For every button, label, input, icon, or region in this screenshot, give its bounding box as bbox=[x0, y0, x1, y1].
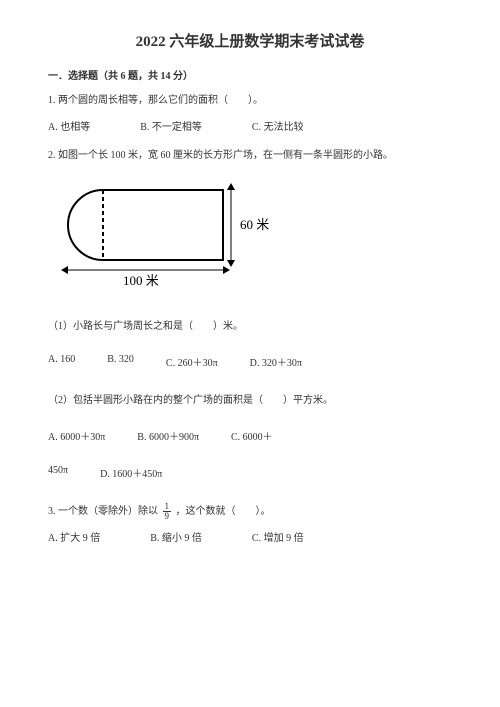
q2s2-d: D. 1600＋450π bbox=[100, 465, 162, 480]
q1-opt-c: C. 无法比较 bbox=[252, 118, 304, 133]
q2-text: 2. 如图一个长 100 米，宽 60 厘米的长方形广场，在一侧有一条半圆形的小… bbox=[48, 147, 452, 165]
q2-diagram: 60 米 100 米 bbox=[48, 175, 452, 295]
diagram-height-label: 60 米 bbox=[240, 217, 269, 232]
q3-post: ，这个数就（ ）。 bbox=[176, 506, 271, 517]
q2s2-c: C. 6000＋ bbox=[231, 428, 273, 443]
q3-b: B. 缩小 9 倍 bbox=[150, 529, 202, 544]
q3-frac-den: 9 bbox=[163, 512, 172, 521]
page-title: 2022 六年级上册数学期末考试试卷 bbox=[48, 30, 452, 51]
q1-text: 1. 两个圆的周长相等，那么它们的面积（ ）。 bbox=[48, 92, 452, 110]
q2s2-c2: 450π bbox=[48, 465, 68, 480]
q2s1-d: D. 320＋30π bbox=[250, 354, 302, 369]
q2-sub2-options: A. 6000＋30π B. 6000＋900π C. 6000＋ bbox=[48, 428, 452, 443]
q2-sub1-options: A. 160 B. 320 C. 260＋30π D. 320＋30π bbox=[48, 354, 452, 369]
q2s2-b: B. 6000＋900π bbox=[137, 428, 199, 443]
q2-sub2-options-line2: 450π D. 1600＋450π bbox=[48, 465, 452, 480]
q3-text: 3. 一个数（零除外）除以 1 9 ，这个数就（ ）。 bbox=[48, 502, 452, 521]
q3-fraction: 1 9 bbox=[163, 502, 172, 521]
q3-options: A. 扩大 9 倍 B. 缩小 9 倍 C. 增加 9 倍 bbox=[48, 529, 452, 544]
q3-c: C. 增加 9 倍 bbox=[252, 529, 304, 544]
q2s1-c: C. 260＋30π bbox=[166, 354, 218, 369]
q1-options: A. 也相等 B. 不一定相等 C. 无法比较 bbox=[48, 118, 452, 133]
q2-sub1-text: （1）小路长与广场周长之和是（ ）米。 bbox=[48, 317, 452, 332]
q1-opt-b: B. 不一定相等 bbox=[140, 118, 202, 133]
diagram-width-label: 100 米 bbox=[123, 273, 159, 288]
q2s1-a: A. 160 bbox=[48, 354, 75, 369]
q2s1-b: B. 320 bbox=[107, 354, 134, 369]
q1-opt-a: A. 也相等 bbox=[48, 118, 90, 133]
q3-a: A. 扩大 9 倍 bbox=[48, 529, 100, 544]
section-header: 一．选择题（共 6 题，共 14 分） bbox=[48, 67, 452, 82]
q2s2-a: A. 6000＋30π bbox=[48, 428, 105, 443]
q2-sub2-text: （2）包括半圆形小路在内的整个广场的面积是（ ）平方米。 bbox=[48, 391, 452, 406]
q3-pre: 3. 一个数（零除外）除以 bbox=[48, 506, 161, 517]
